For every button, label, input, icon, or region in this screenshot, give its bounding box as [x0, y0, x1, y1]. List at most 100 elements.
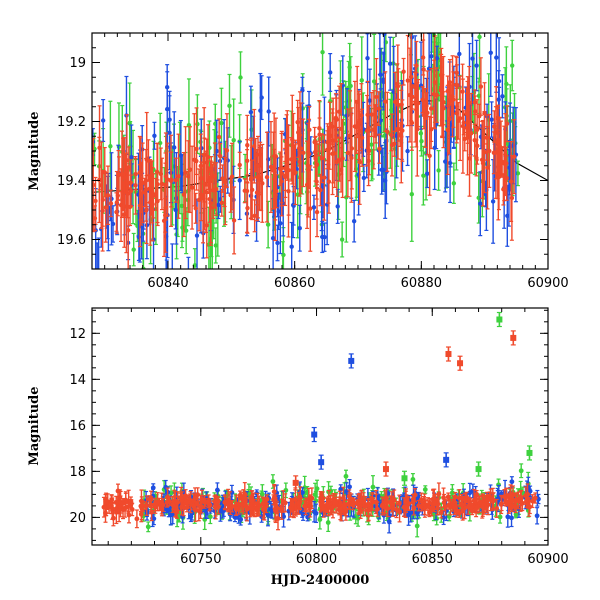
top-y-axis-label: Magnitude [27, 111, 42, 190]
bottom-plot-frame [91, 307, 549, 546]
red-point [494, 506, 500, 511]
blue-point [322, 234, 327, 240]
red-point [499, 501, 504, 507]
red-point [206, 502, 212, 508]
red-point [498, 145, 504, 151]
red-point [464, 111, 469, 116]
blue-point [414, 510, 420, 516]
blue-point [474, 63, 479, 68]
red-point [268, 164, 274, 170]
bottom-plot-area [101, 311, 541, 538]
red-point [439, 85, 444, 90]
red-point [192, 157, 197, 163]
red-point [397, 509, 402, 515]
blue-point [165, 296, 169, 300]
red-point [103, 499, 109, 505]
blue-point [265, 512, 271, 518]
red-point [284, 142, 289, 148]
red-point [389, 142, 395, 148]
red-point [222, 179, 227, 185]
red-point [457, 116, 463, 121]
blue-point [238, 517, 244, 522]
blue-point [129, 155, 134, 160]
red-point [261, 505, 266, 511]
green-point [325, 520, 331, 525]
green-point [213, 243, 218, 248]
red-point [237, 162, 242, 168]
red-point [428, 106, 434, 111]
red-point [108, 201, 114, 206]
red-point [161, 218, 167, 223]
red-point [337, 157, 342, 162]
red-point [379, 503, 385, 509]
red-point [383, 99, 388, 104]
red-point [200, 196, 206, 201]
blue-point [237, 178, 242, 183]
red-point [303, 503, 309, 509]
green-point [179, 203, 185, 209]
blue-point [165, 106, 170, 112]
red-point [367, 148, 372, 154]
red-point [425, 110, 430, 115]
red-point [159, 181, 165, 187]
red-point [140, 180, 145, 186]
red-point [170, 503, 176, 508]
red-point [408, 74, 414, 80]
green-point [339, 237, 345, 242]
blue-point [248, 109, 254, 115]
blue-point [100, 118, 106, 123]
green-point [320, 49, 325, 55]
red-point [477, 499, 483, 505]
green-point [430, 23, 434, 27]
red-point [474, 127, 480, 133]
red-point [314, 162, 320, 168]
top-axis-ticks: 60840 60860 60880 60900 19 19.2 19.4 19.6 [57, 32, 569, 291]
blue-point [338, 486, 344, 492]
red-point [331, 497, 336, 503]
green-point [317, 517, 323, 522]
red-point [271, 489, 277, 495]
blue-point [311, 205, 317, 210]
blue-point [225, 158, 230, 163]
red-point [146, 158, 151, 163]
red-outlier-point [510, 334, 517, 341]
red-point [349, 155, 354, 161]
green-point [515, 171, 521, 176]
red-point [249, 498, 255, 504]
blue-point [152, 133, 157, 138]
red-point [126, 512, 132, 518]
red-point [410, 499, 416, 505]
blue-point [447, 160, 453, 166]
blue-point [300, 490, 305, 495]
red-point [322, 175, 327, 180]
green-point [355, 515, 361, 521]
red-point [459, 501, 465, 507]
red-point [260, 181, 265, 186]
red-point [317, 132, 322, 137]
red-point [254, 190, 260, 195]
red-point [252, 213, 257, 219]
red-point [116, 172, 121, 178]
red-point [289, 157, 294, 162]
blue-outlier-point [318, 459, 325, 466]
red-point [187, 167, 193, 172]
blue-point [361, 175, 367, 181]
blue-point [289, 244, 294, 249]
y-tick-label: 20 [69, 511, 86, 526]
red-point [345, 150, 351, 156]
red-point [231, 218, 237, 223]
green-point [359, 78, 364, 83]
blue-point [186, 292, 190, 296]
red-point [244, 506, 250, 512]
red-point [209, 167, 214, 172]
green-point [231, 137, 236, 143]
red-point [248, 177, 254, 182]
green-point [207, 514, 213, 520]
red-point [509, 195, 515, 201]
red-point [330, 124, 335, 129]
blue-point [347, 484, 352, 490]
x-tick-label: 60850 [412, 552, 453, 567]
red-point [297, 495, 303, 501]
red-outlier-point [445, 351, 452, 358]
red-point [491, 150, 497, 156]
